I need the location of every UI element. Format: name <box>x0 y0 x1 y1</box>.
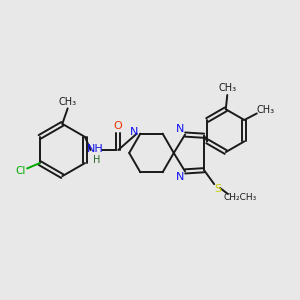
Text: N: N <box>130 127 138 137</box>
Text: S: S <box>214 184 222 194</box>
Text: CH₃: CH₃ <box>257 106 275 116</box>
Text: CH₃: CH₃ <box>58 97 77 106</box>
Text: N: N <box>176 124 184 134</box>
Text: N: N <box>176 172 184 182</box>
Text: H: H <box>93 154 100 164</box>
Text: Cl: Cl <box>15 167 26 176</box>
Text: CH₂CH₃: CH₂CH₃ <box>224 193 257 202</box>
Text: O: O <box>113 121 122 130</box>
Text: NH: NH <box>87 144 103 154</box>
Text: CH₃: CH₃ <box>218 83 236 93</box>
